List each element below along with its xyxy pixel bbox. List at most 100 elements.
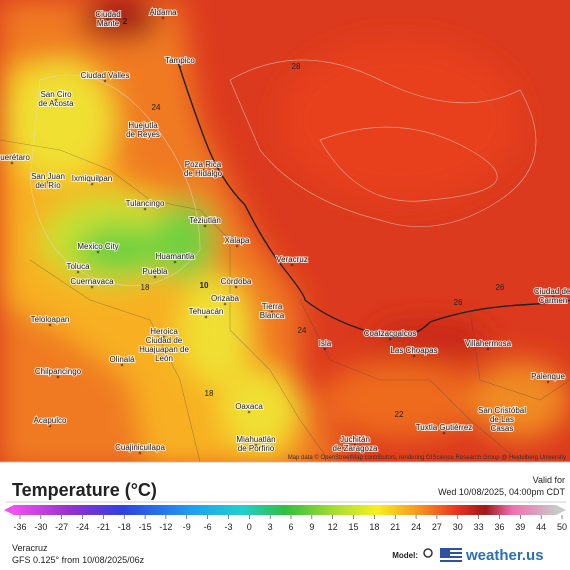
city-label: Tierra [262, 302, 283, 311]
city-label: Isla [319, 339, 332, 348]
model-run: GFS 0.125° from 10/08/2025/06z [12, 555, 145, 565]
colorbar-arrow [4, 505, 14, 515]
colorbar-tick-label: -36 [13, 522, 26, 532]
colorbar-tick-label: 50 [557, 522, 567, 532]
city-label: de Acosta [38, 99, 74, 108]
city-dot [235, 244, 239, 248]
colorbar-tick-label: 39 [515, 522, 525, 532]
city-dot [54, 98, 58, 102]
city-label: Teloloapan [31, 315, 70, 324]
brand[interactable]: weather.us [465, 547, 544, 564]
city-dot [48, 424, 52, 428]
city-label: Toluca [66, 262, 90, 271]
city-label: Orizaba [211, 294, 240, 303]
colorbar-tick-label: -24 [76, 522, 89, 532]
city-dot [203, 224, 207, 228]
city-dot [247, 410, 251, 414]
colorbar-tick-label: -30 [34, 522, 47, 532]
city-dot [270, 310, 274, 314]
colorbar-tick-label: -6 [204, 522, 212, 532]
contour-label: 22 [395, 410, 404, 419]
colorbar-tick-label: -12 [159, 522, 172, 532]
city-label: de Reyes [126, 130, 160, 139]
colorbar-tick-label: 3 [268, 522, 273, 532]
model-icon [423, 548, 433, 558]
city-dot [141, 129, 145, 133]
city-label: Acapulco [34, 416, 67, 425]
contour-label: 2 [123, 17, 128, 26]
city-dot [173, 260, 177, 264]
colorbar [14, 505, 556, 515]
colorbar-tick-label: 0 [247, 522, 252, 532]
city-dot [103, 79, 107, 83]
city-label: Casas [491, 424, 514, 433]
contour-label: 24 [152, 103, 161, 112]
colorbar-tick-label: -18 [118, 522, 131, 532]
city-label: Palenque [531, 372, 565, 381]
city-dot [551, 295, 555, 299]
contour-label: 18 [141, 283, 150, 292]
city-label: Heroica [150, 327, 178, 336]
colorbar-tick-label: 6 [288, 522, 293, 532]
city-label: Carmen [539, 296, 567, 305]
city-dot [162, 335, 166, 339]
flag-stripes [440, 550, 462, 560]
city-label: Aldama [149, 8, 177, 17]
colorbar-tick-label: 24 [411, 522, 421, 532]
contour-label: 24 [298, 326, 307, 335]
contour-label: 18 [205, 389, 214, 398]
model-label: Model: [392, 551, 418, 560]
city-label: Juchitán [340, 435, 370, 444]
city-label: de Hidalgo [184, 169, 223, 178]
city-label: Ciudad del [534, 287, 570, 296]
map-attribution: Map data © OpenStreetMap contributors, r… [288, 454, 566, 461]
city-label: Ciudad de [146, 336, 183, 345]
contour-label: 26 [454, 298, 463, 307]
colorbar-tick-label: -15 [139, 522, 152, 532]
city-label: San Juan [31, 172, 65, 181]
city-dot [138, 451, 142, 455]
colorbar-arrow [556, 505, 566, 515]
contour-label: 28 [292, 62, 301, 71]
valid-label: Valid for [533, 475, 565, 485]
colorbar-tick-label: 18 [369, 522, 379, 532]
colorbar-tick-label: -27 [55, 522, 68, 532]
colorbar-tick-label: -21 [97, 522, 110, 532]
legend-title: Temperature (°C) [12, 480, 157, 500]
city-dot [161, 16, 165, 20]
colorbar-tick-label: 9 [309, 522, 314, 532]
city-label: Coatzacoalcos [364, 329, 416, 338]
city-dot [10, 161, 14, 165]
city-label: Cuernavaca [70, 277, 114, 286]
city-label: León [155, 354, 173, 363]
city-label: Tulancingo [126, 199, 165, 208]
city-label: Oaxaca [235, 402, 263, 411]
city-dot [106, 18, 110, 22]
city-label: de Las [490, 415, 514, 424]
city-dot [223, 302, 227, 306]
city-dot [234, 285, 238, 289]
contours [29, 59, 537, 287]
city-dot [143, 207, 147, 211]
city-label: de Zaragoza [333, 444, 378, 453]
city-label: Las Choapas [390, 346, 437, 355]
colorbar-tick-label: 27 [432, 522, 442, 532]
city-label: San Cristóbal [478, 406, 526, 415]
city-label: Mante [97, 19, 120, 28]
city-label: Xalapa [225, 236, 250, 245]
city-label: Querétaro [0, 153, 31, 162]
city-dot [178, 64, 182, 68]
city-label: Ciudad Valles [81, 71, 130, 80]
city-label: Mexico City [77, 242, 118, 251]
contour-label: 26 [496, 283, 505, 292]
valid-time: Wed 10/08/2025, 04:00pm CDT [438, 487, 565, 497]
city-label: Blanca [260, 311, 285, 320]
city-label: del Río [35, 181, 61, 190]
city-label: Huamantla [156, 252, 195, 261]
colorbar-tick-label: 33 [474, 522, 484, 532]
colorbar-tick-label: 15 [349, 522, 359, 532]
city-dot [120, 363, 124, 367]
city-label: Tampico [165, 56, 195, 65]
city-dot [500, 414, 504, 418]
